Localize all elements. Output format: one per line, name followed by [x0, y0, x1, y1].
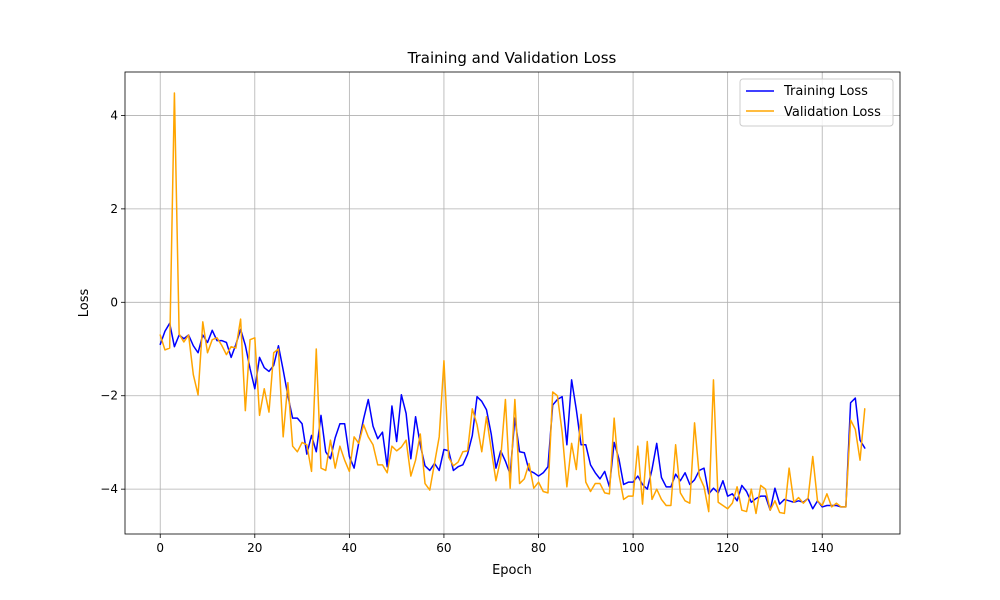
x-tick-label: 80 [531, 541, 546, 555]
x-tick-label: 100 [622, 541, 645, 555]
axis-ticks: 0 20 40 60 80 100 120 140 −4 −2 0 2 4 [100, 108, 833, 555]
chart-title: Training and Validation Loss [407, 49, 617, 67]
y-tick-label: −2 [100, 389, 118, 403]
y-axis-label: Loss [77, 289, 92, 318]
legend-label-training: Training Loss [783, 84, 868, 99]
grid [125, 72, 900, 534]
legend: Training Loss Validation Loss [739, 78, 894, 127]
x-axis-label: Epoch [492, 563, 532, 578]
y-tick-label: 0 [110, 295, 118, 309]
legend-label-validation: Validation Loss [784, 105, 881, 120]
y-tick-label: 2 [110, 202, 118, 216]
x-tick-label: 40 [342, 541, 357, 555]
x-tick-label: 120 [716, 541, 739, 555]
x-tick-label: 60 [436, 541, 451, 555]
x-tick-label: 0 [156, 541, 164, 555]
series-lines [159, 92, 866, 515]
x-tick-label: 140 [811, 541, 834, 555]
y-tick-label: 4 [110, 108, 118, 122]
legend-box [739, 78, 894, 127]
y-tick-label: −4 [100, 482, 118, 496]
plot-frame [124, 71, 901, 535]
x-tick-label: 20 [247, 541, 262, 555]
validation-loss-line [159, 92, 866, 515]
